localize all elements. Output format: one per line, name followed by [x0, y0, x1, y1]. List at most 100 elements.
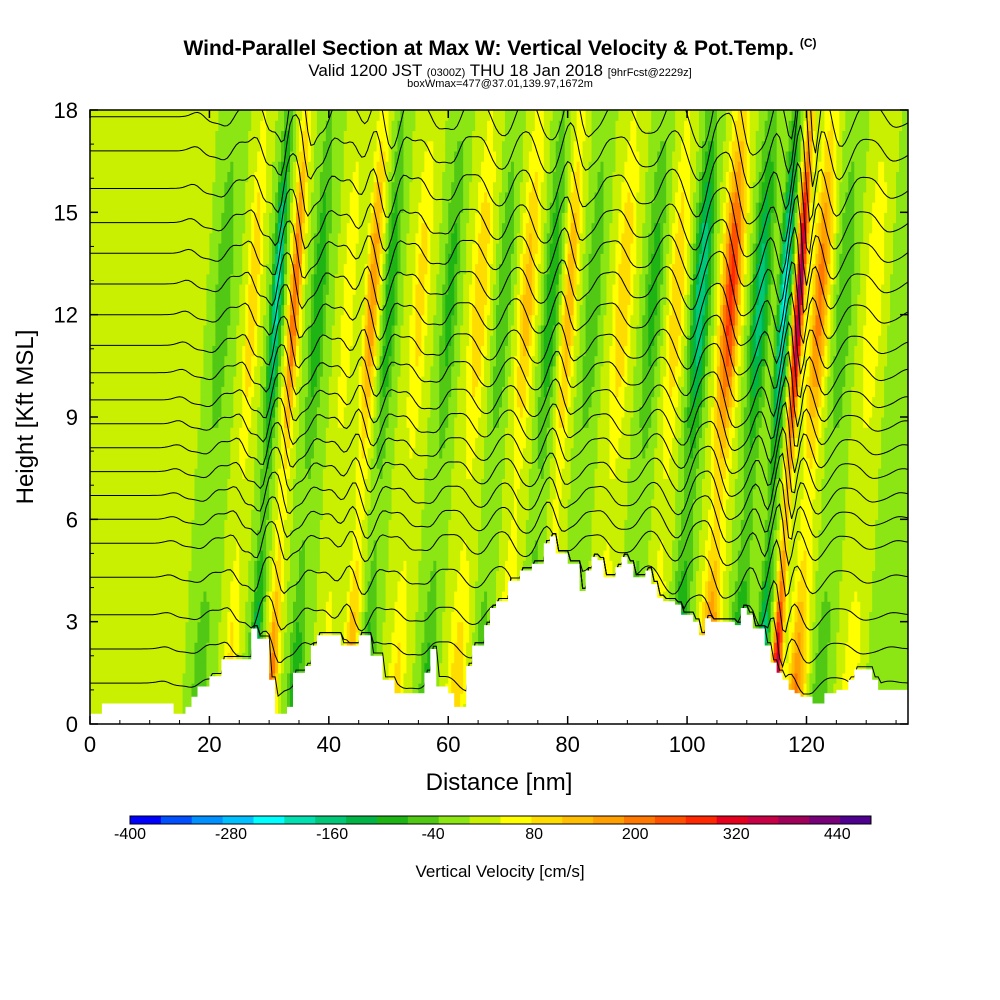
velocity-cell [137, 243, 142, 254]
velocity-cell [122, 560, 127, 572]
velocity-cell [113, 652, 118, 664]
velocity-cell [155, 345, 160, 357]
velocity-cell [101, 263, 106, 275]
velocity-cell [104, 631, 109, 643]
velocity-cell [101, 191, 106, 203]
velocity-cell [110, 212, 115, 224]
velocity-cell [128, 212, 133, 224]
velocity-cell [161, 580, 166, 592]
velocity-cell [95, 631, 100, 643]
velocity-cell [155, 417, 160, 428]
velocity-cell [110, 437, 115, 449]
velocity-cell [104, 161, 109, 172]
velocity-cell [161, 161, 166, 172]
velocity-cell [152, 355, 157, 367]
velocity-cell [125, 590, 130, 602]
velocity-cell [92, 191, 97, 203]
velocity-cell [146, 529, 151, 541]
velocity-cell [101, 273, 106, 285]
velocity-cell [107, 171, 112, 183]
velocity-cell [134, 693, 139, 705]
velocity-cell [164, 283, 169, 295]
velocity-cell [101, 447, 106, 459]
velocity-cell [131, 365, 136, 377]
velocity-cell [131, 232, 136, 244]
velocity-cell [155, 181, 160, 193]
velocity-cell [128, 324, 133, 336]
velocity-cell [122, 417, 127, 428]
velocity-cell [167, 519, 172, 531]
velocity-cell [116, 314, 121, 326]
velocity-cell [90, 181, 94, 193]
velocity-cell [134, 161, 139, 172]
velocity-cell [107, 150, 112, 162]
velocity-cell [143, 693, 148, 705]
velocity-cell [92, 243, 97, 254]
velocity-cell [90, 642, 94, 653]
velocity-cell [173, 396, 178, 408]
velocity-cell [167, 171, 172, 183]
velocity-cell [101, 488, 106, 500]
velocity-cell [104, 324, 109, 336]
velocity-cell [92, 345, 97, 357]
velocity-cell [98, 396, 103, 408]
velocity-cell [146, 202, 151, 213]
velocity-cell [107, 560, 112, 572]
velocity-cell [149, 150, 154, 162]
velocity-cell [122, 580, 127, 592]
velocity-cell [173, 345, 178, 357]
velocity-cell [161, 652, 166, 664]
velocity-cell [140, 335, 145, 346]
velocity-cell [173, 457, 178, 469]
velocity-cell [128, 560, 133, 572]
velocity-cell [167, 437, 172, 449]
velocity-cell [107, 683, 112, 694]
velocity-cell [92, 427, 97, 439]
velocity-cell [131, 621, 136, 633]
velocity-cell [119, 130, 124, 142]
velocity-cell [98, 468, 103, 479]
velocity-cell [92, 396, 97, 408]
velocity-cell [116, 590, 121, 602]
velocity-cell [173, 365, 178, 377]
velocity-cell [161, 396, 166, 408]
velocity-cell [173, 703, 178, 715]
velocity-cell [143, 263, 148, 275]
velocity-cell [92, 376, 97, 387]
velocity-cell [107, 191, 112, 203]
velocity-cell [155, 468, 160, 479]
velocity-cell [104, 529, 109, 541]
velocity-cell [98, 498, 103, 510]
velocity-cell [140, 631, 145, 643]
velocity-cell [122, 324, 127, 336]
velocity-cell [125, 181, 130, 193]
velocity-cell [161, 355, 166, 367]
velocity-cell [161, 120, 166, 132]
velocity-cell [152, 580, 157, 592]
velocity-cell [152, 478, 157, 490]
velocity-cell [101, 243, 106, 254]
velocity-cell [95, 161, 100, 172]
velocity-cell [170, 243, 175, 254]
velocity-cell [170, 181, 175, 193]
velocity-cell [116, 386, 121, 398]
velocity-cell [113, 181, 118, 193]
velocity-cell [98, 171, 103, 183]
velocity-cell [134, 447, 139, 459]
velocity-cell [98, 324, 103, 336]
velocity-cell [104, 335, 109, 346]
velocity-cell [140, 488, 145, 500]
velocity-cell [164, 427, 169, 439]
velocity-cell [125, 212, 130, 224]
velocity-cell [167, 509, 172, 520]
velocity-cell [164, 365, 169, 377]
velocity-cell [116, 161, 121, 172]
velocity-cell [155, 140, 160, 152]
velocity-cell [92, 202, 97, 213]
velocity-cell [146, 212, 151, 224]
velocity-cell [167, 529, 172, 541]
velocity-cell [146, 150, 151, 162]
velocity-cell [113, 529, 118, 541]
velocity-cell [137, 457, 142, 469]
velocity-cell [101, 550, 106, 561]
